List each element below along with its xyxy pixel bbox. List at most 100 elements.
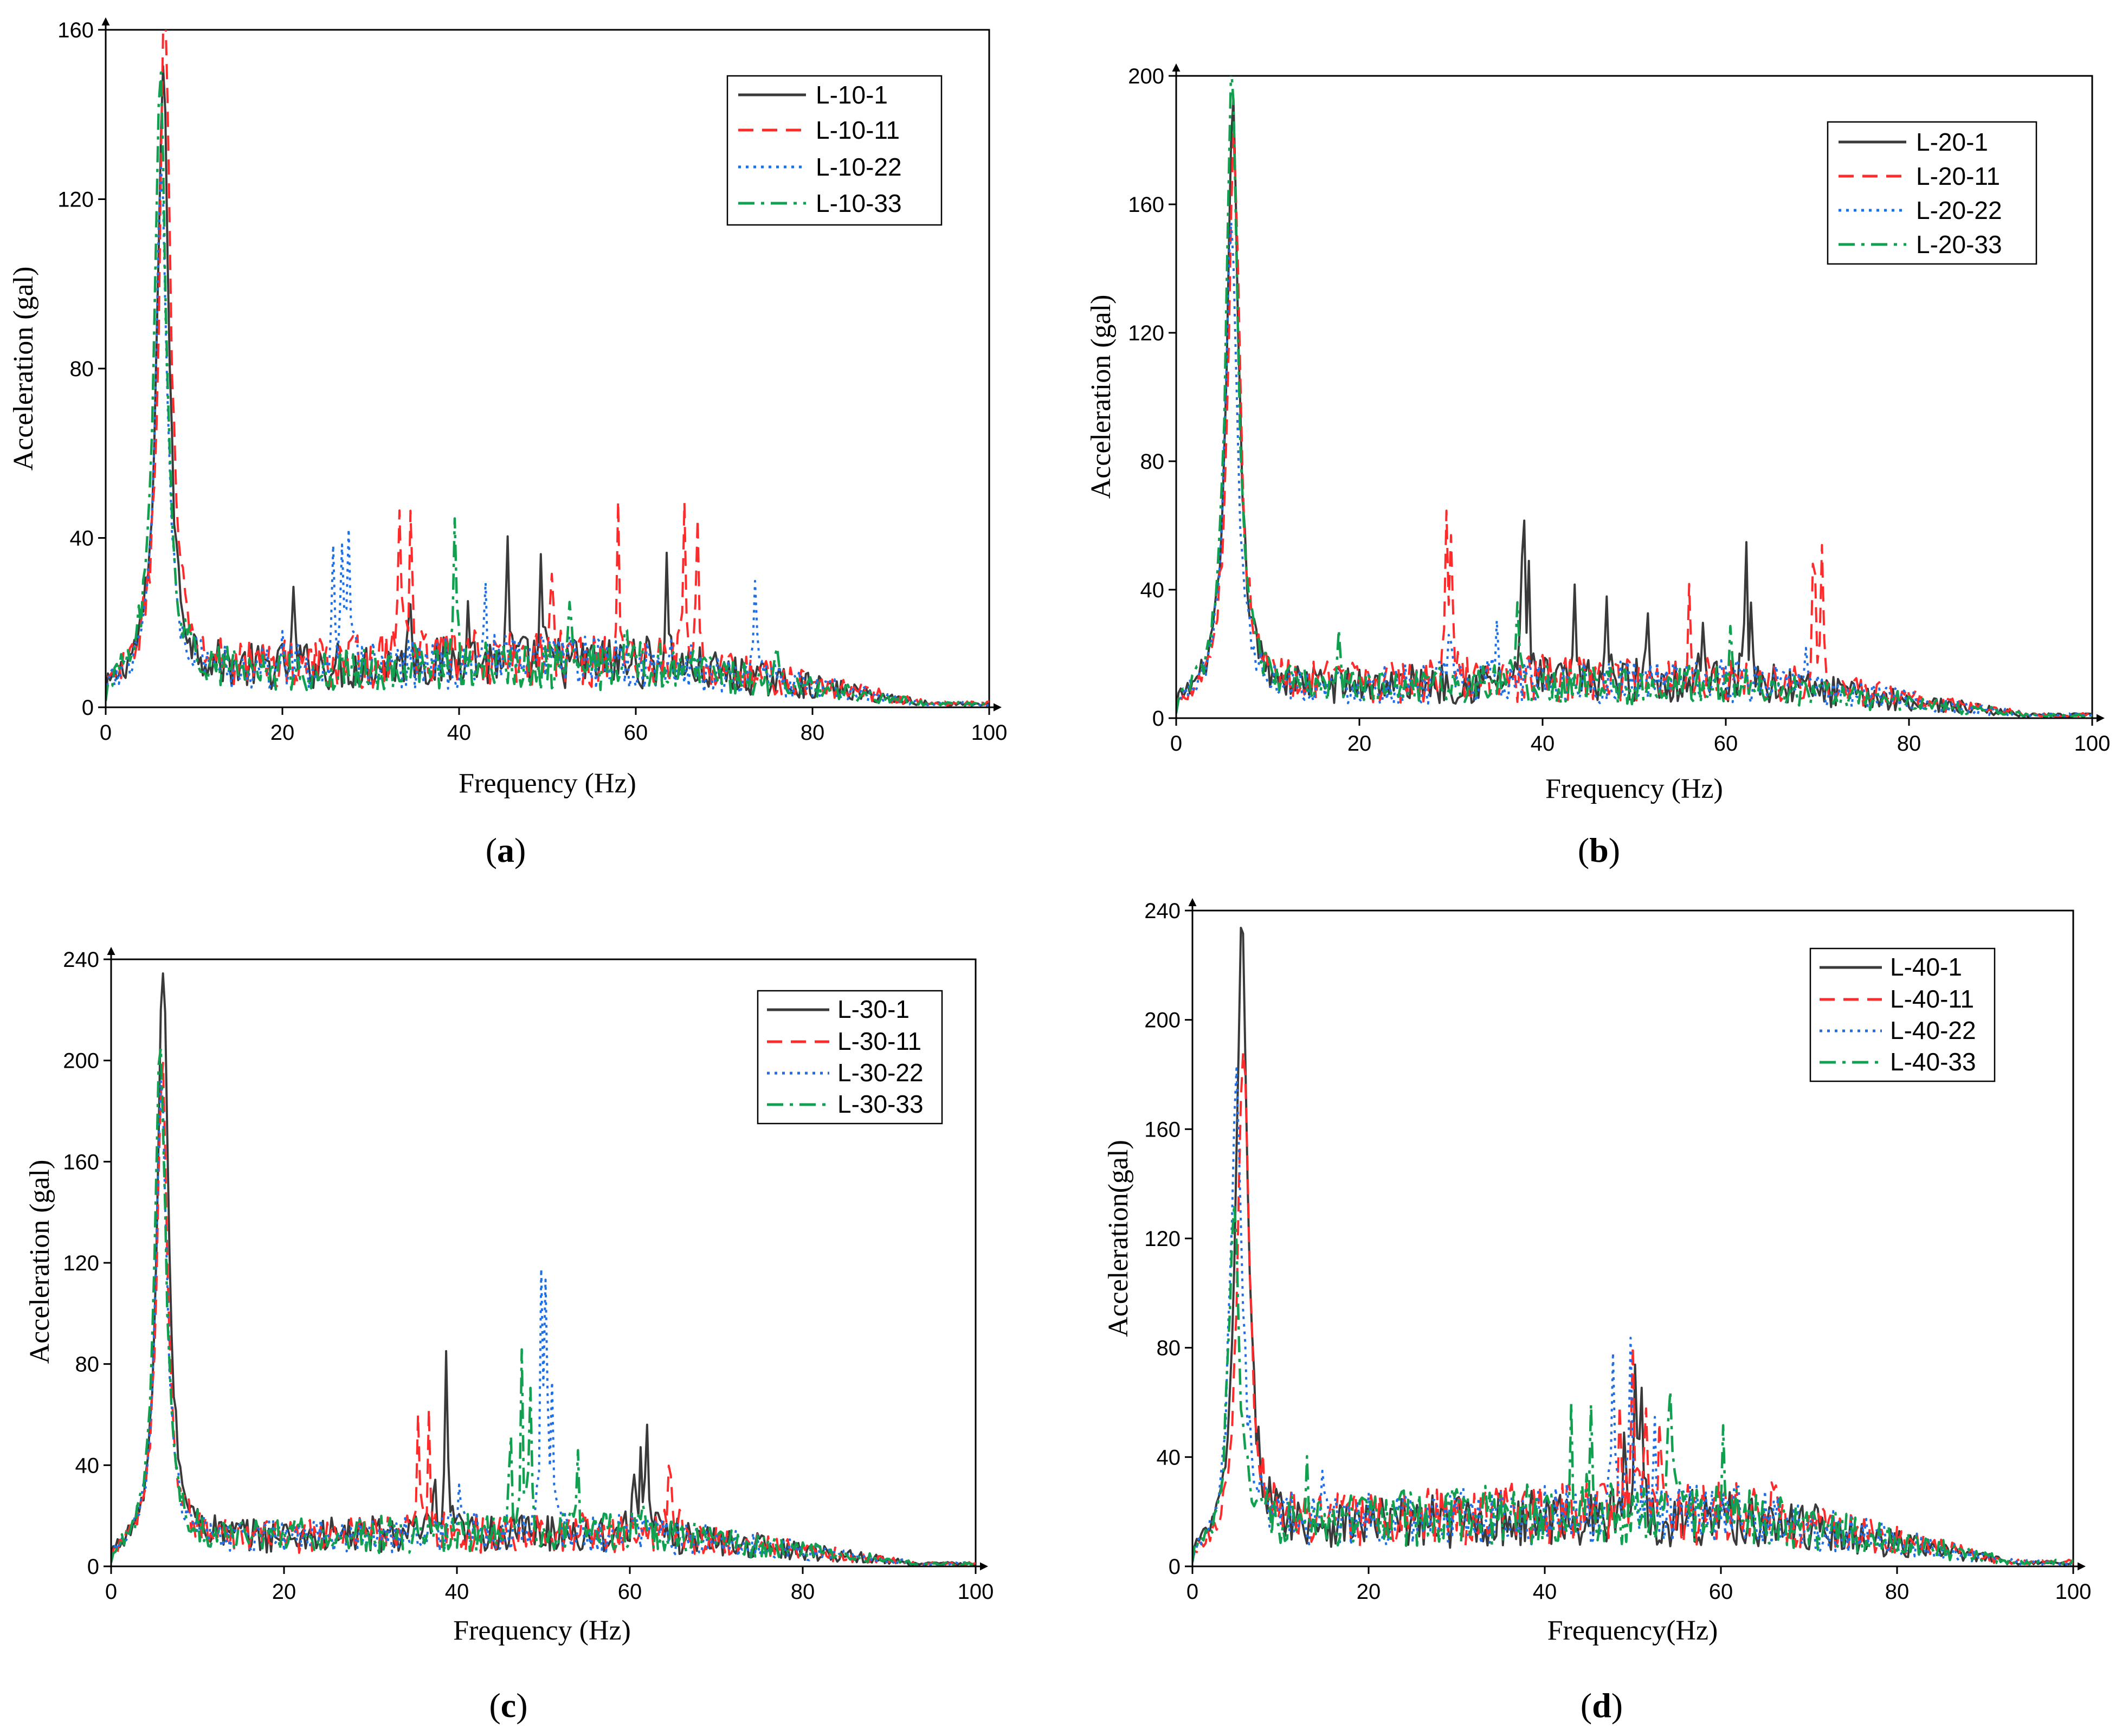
series-group (1192, 926, 2073, 1566)
x-tick-label: 80 (1897, 732, 1921, 756)
y-tick-label: 80 (1157, 1337, 1181, 1360)
y-tick-label: 160 (1144, 1118, 1181, 1141)
axes-group: 0 20 40 60 80 100 0 40 80 120 160 200 240 (1144, 898, 2092, 1604)
legend-label-1: L-30-11 (837, 1027, 921, 1055)
legend-label-3: L-10-33 (816, 189, 902, 217)
x-tick-label: 20 (1357, 1580, 1381, 1604)
y-tick-label: 80 (1140, 450, 1165, 474)
y-tick-label: 120 (1144, 1227, 1181, 1251)
series-line-l-40-33 (1192, 1203, 2073, 1566)
legend-label-2: L-40-22 (1890, 1016, 1976, 1044)
panel-label: (c) (489, 1686, 527, 1725)
panel-label: (b) (1578, 831, 1620, 869)
legend-label-0: L-10-1 (816, 81, 888, 109)
y-tick-label: 40 (75, 1454, 100, 1477)
legend-label-3: L-20-33 (1916, 230, 2002, 259)
x-tick-label: 40 (447, 721, 472, 745)
y-tick-label: 40 (70, 527, 94, 551)
x-tick-label: 100 (2055, 1580, 2092, 1604)
x-axis-label: Frequency (Hz) (459, 768, 636, 799)
legend-label-3: L-40-33 (1890, 1048, 1976, 1076)
legend: L-20-1 L-20-11 L-20-22 L-20-33 (1827, 121, 2037, 265)
chart-a: 0 20 40 60 80 100 0 40 80 120 160 L-10-1 L-10-11 L… (8, 17, 1008, 869)
y-tick-label: 240 (63, 948, 99, 972)
chart-c: 0 20 40 60 80 100 0 40 80 120 160 200 240 L-30-1 L-3… (24, 947, 994, 1725)
x-tick-label: 80 (801, 721, 825, 745)
legend-label-3: L-30-33 (837, 1090, 924, 1118)
series-line-l-10-33 (106, 71, 989, 707)
x-tick-label: 100 (971, 721, 1008, 745)
y-tick-label: 0 (1169, 1555, 1181, 1579)
x-tick-label: 60 (1714, 732, 1738, 756)
axes-group: 0 20 40 60 80 100 0 40 80 120 160 200 240 (63, 947, 994, 1604)
legend-label-0: L-30-1 (837, 995, 910, 1023)
x-tick-label: 0 (105, 1580, 117, 1604)
series-line-l-40-11 (1192, 1051, 2073, 1565)
series-line-l-30-22 (111, 1079, 976, 1566)
legend-box (757, 990, 943, 1125)
x-tick-label: 0 (100, 721, 112, 745)
series-line-l-30-33 (111, 1047, 976, 1566)
x-tick-label: 60 (624, 721, 648, 745)
x-tick-label: 80 (1885, 1580, 1910, 1604)
y-axis-label: Acceleration (gal) (1086, 295, 1117, 499)
x-tick-label: 0 (1186, 1580, 1198, 1604)
series-line-l-20-11 (1176, 131, 2092, 718)
series-line-l-40-1 (1192, 926, 2073, 1566)
chart-b: 0 20 40 60 80 100 0 40 80 120 160 200 L-20-1 L-20-1… (1086, 63, 2111, 869)
x-axis-label: Frequency (Hz) (453, 1615, 631, 1646)
legend-label-1: L-40-11 (1890, 985, 1974, 1013)
legend-label-2: L-10-22 (816, 153, 902, 181)
chart-d: 0 20 40 60 80 100 0 40 80 120 160 200 240 L-40-1 L-4… (1103, 898, 2092, 1725)
y-tick-label: 40 (1157, 1445, 1181, 1469)
y-tick-label: 80 (70, 357, 94, 381)
y-tick-label: 0 (82, 696, 94, 720)
x-tick-label: 100 (2074, 732, 2111, 756)
y-tick-label: 120 (63, 1251, 99, 1275)
panel-label: (a) (486, 831, 526, 869)
legend-label-0: L-20-1 (1916, 128, 1988, 156)
series-group (1176, 76, 2092, 718)
y-tick-label: 160 (63, 1150, 99, 1174)
x-tick-label: 40 (445, 1580, 469, 1604)
x-tick-label: 100 (958, 1580, 994, 1604)
legend: L-40-1 L-40-11 L-40-22 L-40-33 (1809, 947, 1996, 1082)
x-axis-label: Frequency(Hz) (1547, 1615, 1718, 1646)
series-line-l-10-11 (106, 30, 989, 707)
series-line-l-10-22 (106, 166, 989, 707)
y-axis-label: Acceleration (gal) (8, 267, 39, 471)
series-group (106, 30, 989, 707)
legend-box (1827, 121, 2037, 265)
series-line-l-20-33 (1176, 76, 2092, 718)
legend-label-2: L-20-22 (1916, 196, 2002, 224)
legend: L-10-1 L-10-11 L-10-22 L-10-33 (726, 75, 943, 226)
legend-label-1: L-10-11 (816, 116, 900, 144)
series-group (111, 972, 976, 1566)
x-tick-label: 60 (1709, 1580, 1733, 1604)
y-tick-label: 120 (1128, 321, 1164, 345)
y-tick-label: 200 (1128, 64, 1164, 88)
y-axis-label: Acceleration(gal) (1103, 1140, 1134, 1337)
y-tick-label: 0 (87, 1555, 99, 1579)
y-tick-label: 40 (1140, 578, 1165, 602)
y-tick-label: 200 (63, 1049, 99, 1073)
y-tick-label: 120 (57, 188, 94, 212)
series-line-l-30-11 (111, 1062, 976, 1566)
y-tick-label: 240 (1144, 899, 1181, 923)
legend-box (1809, 947, 1996, 1082)
legend: L-30-1 L-30-11 L-30-22 L-30-33 (757, 990, 943, 1125)
x-tick-label: 40 (1533, 1580, 1557, 1604)
y-tick-label: 80 (75, 1353, 100, 1377)
x-tick-label: 80 (791, 1580, 815, 1604)
legend-label-1: L-20-11 (1916, 162, 2000, 190)
x-tick-label: 40 (1531, 732, 1555, 756)
axes-group: 0 20 40 60 80 100 0 40 80 120 160 200 (1128, 63, 2111, 756)
legend-label-0: L-40-1 (1890, 953, 1962, 981)
x-tick-label: 20 (272, 1580, 296, 1604)
y-tick-label: 160 (1128, 193, 1164, 217)
x-tick-label: 20 (270, 721, 295, 745)
series-line-l-20-22 (1176, 221, 2092, 718)
y-axis-label: Acceleration (gal) (24, 1160, 55, 1364)
legend-label-2: L-30-22 (837, 1059, 924, 1087)
